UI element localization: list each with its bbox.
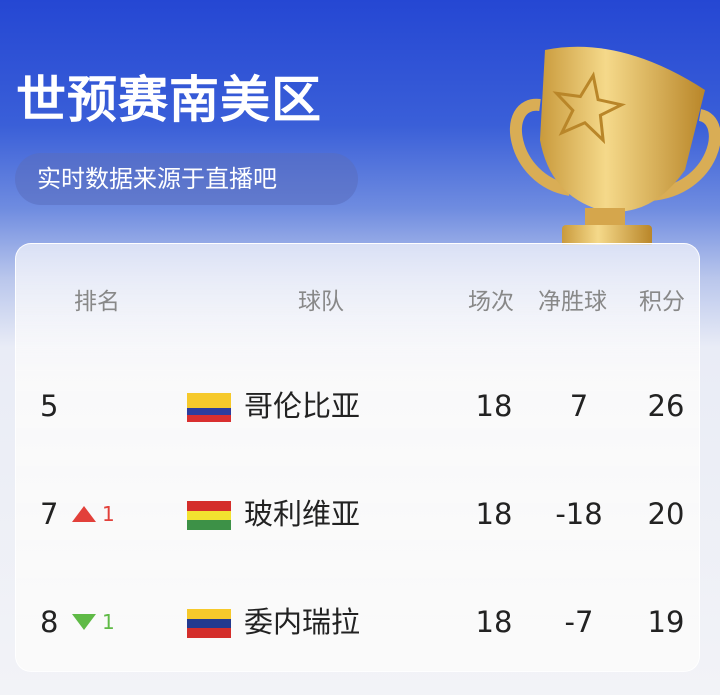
rank-change-value: 1 — [102, 502, 115, 526]
team-name[interactable]: 委内瑞拉 — [244, 605, 361, 639]
rank-change: 1 — [72, 592, 115, 652]
goal-diff: -7 — [564, 605, 594, 639]
points: 19 — [647, 605, 685, 639]
points: 20 — [647, 497, 685, 531]
played: 18 — [475, 389, 513, 423]
team-name[interactable]: 玻利维亚 — [244, 497, 361, 531]
page-title: 世预赛南美区 — [16, 71, 322, 129]
table-row[interactable]: 5 哥伦比亚 18 7 26 — [16, 376, 699, 436]
rank-change: 1 — [72, 484, 115, 544]
col-rank: 排名 — [74, 289, 120, 315]
rank: 7 — [40, 497, 59, 531]
goal-diff: 7 — [569, 389, 589, 423]
trophy-icon — [510, 46, 720, 245]
rank-change-value: 1 — [102, 610, 115, 634]
arrow-down-icon — [72, 614, 96, 630]
played: 18 — [475, 605, 513, 639]
col-goal-diff: 净胜球 — [538, 289, 607, 315]
table-row[interactable]: 8 1 委内瑞拉 18 -7 19 — [16, 592, 699, 652]
col-points: 积分 — [639, 289, 685, 315]
col-team: 球队 — [298, 289, 344, 315]
flag-icon — [187, 609, 231, 639]
arrow-up-icon — [72, 506, 96, 522]
flag-icon — [187, 393, 231, 422]
rank: 5 — [40, 389, 59, 423]
goal-diff: -18 — [555, 497, 603, 531]
flag-icon — [187, 501, 231, 531]
points: 26 — [647, 389, 685, 423]
team-name[interactable]: 哥伦比亚 — [244, 389, 361, 423]
rank: 8 — [40, 605, 59, 639]
col-played: 场次 — [468, 289, 514, 315]
source-badge: 实时数据来源于直播吧 — [15, 153, 358, 205]
played: 18 — [475, 497, 513, 531]
table-row[interactable]: 7 1 玻利维亚 18 -18 20 — [16, 484, 699, 544]
